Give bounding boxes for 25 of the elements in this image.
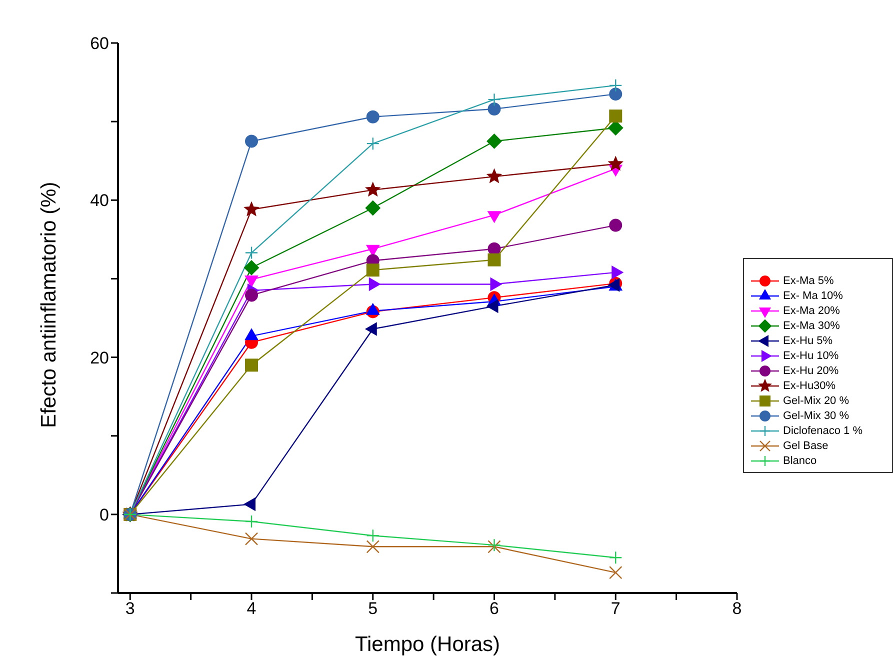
legend-label: Ex-Hu 10% (783, 350, 839, 362)
legend-label: Ex- Ma 10% (783, 290, 843, 302)
y-tick-label: 60 (90, 34, 109, 54)
legend-label: Ex-Ma 20% (783, 304, 840, 316)
legend-label: Blanco (783, 454, 817, 466)
legend-label: Gel Base (783, 440, 828, 452)
legend-label: Ex-Ma 5% (783, 274, 834, 286)
x-tick-label: 4 (246, 599, 256, 618)
legend-label: Ex-Ma 30% (783, 320, 840, 332)
legend-label: Gel-Mix 20 % (783, 394, 850, 406)
y-tick-label: 20 (90, 348, 109, 368)
legend-label: Ex-Hu30% (783, 380, 836, 392)
legend-label: Ex-Hu 5% (783, 334, 833, 346)
y-tick-label: 40 (90, 191, 109, 210)
legend-label: Diclofenaco 1 % (783, 424, 862, 436)
x-tick-label: 7 (610, 599, 620, 618)
y-axis-title: Efecto antiinflamatorio (%) (37, 182, 60, 428)
x-tick-label: 5 (368, 599, 378, 618)
x-tick-label: 3 (125, 599, 135, 618)
legend-label: Ex-Hu 20% (783, 364, 839, 376)
y-tick-label: 0 (100, 505, 109, 524)
x-tick-label: 6 (490, 599, 499, 618)
legend-label: Gel-Mix 30 % (783, 410, 850, 422)
x-tick-label: 8 (732, 599, 742, 618)
x-axis-title: Tiempo (Horas) (354, 633, 500, 656)
